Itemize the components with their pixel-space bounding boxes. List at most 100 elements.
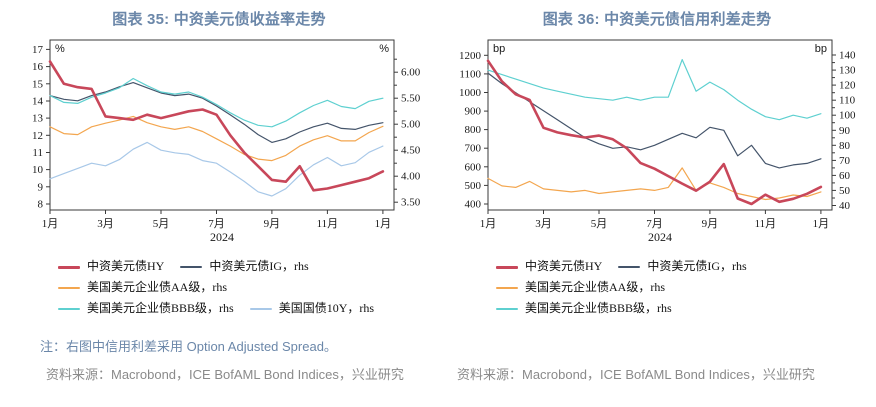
series-line-hy (486, 59, 823, 206)
svg-text:600: 600 (465, 161, 482, 173)
spread-chart-cell: 400 500 600 700 800 900 1000 1100 1200 40 50 60 70 80… (438, 34, 876, 250)
svg-text:17: 17 (32, 44, 44, 56)
svg-text:110: 110 (839, 95, 856, 107)
left-axis-unit: bp (493, 43, 505, 55)
svg-text:16: 16 (32, 61, 44, 73)
svg-text:120: 120 (839, 80, 856, 92)
svg-text:1月: 1月 (375, 218, 392, 230)
legend-item: 美国美元企业债AA级，rhs (496, 280, 665, 294)
svg-text:13: 13 (32, 113, 44, 125)
svg-text:500: 500 (465, 180, 482, 192)
legend-label: 美国国债10Y，rhs (278, 301, 375, 315)
legend-label: 中资美元债HY (87, 259, 165, 273)
left-axis-unit: % (55, 43, 65, 55)
legend-swatch-ust10y (249, 308, 272, 311)
x-axis-year-label: 2024 (210, 230, 234, 244)
series-line-aa (487, 167, 822, 201)
svg-text:60: 60 (839, 170, 851, 182)
svg-text:12: 12 (32, 130, 43, 142)
right-chart-title: 图表 36: 中资美元债信用利差走势 (542, 11, 772, 28)
legend-label: 美国美元企业债AA级，rhs (525, 280, 665, 294)
svg-text:140: 140 (839, 50, 856, 62)
svg-text:9月: 9月 (264, 218, 281, 230)
legend-swatch-bbb (496, 308, 518, 311)
left-source-line: 资料来源：Macrobond，ICE BofAML Bond Indices，兴… (46, 367, 404, 382)
legend-swatch-ig (618, 266, 641, 269)
legend-row: 中资美元债HY 中资美元债IG，rhs (58, 256, 438, 277)
legend-swatch-aa (496, 287, 518, 290)
legend-swatch-aa (58, 287, 80, 290)
series-line-ig (487, 72, 822, 169)
svg-text:90: 90 (839, 125, 851, 137)
plot-area: 8 9 10 11 12 13 14 15 16 17 3.50 4.00 4.50 5.00 5.50 6.… (32, 39, 421, 244)
svg-text:80: 80 (839, 140, 851, 152)
legend-label: 中资美元债IG，rhs (209, 259, 309, 273)
svg-text:7月: 7月 (208, 218, 225, 230)
legend-row: 美国美元企业债BBB级，rhs (496, 298, 876, 319)
svg-text:40: 40 (839, 200, 851, 212)
svg-text:1月: 1月 (42, 218, 59, 230)
legend-item: 美国美元企业债BBB级，rhs (496, 301, 672, 315)
svg-text:9月: 9月 (702, 218, 719, 230)
footnote: 注：右图中信用利差采用 Option Adjusted Spread。 (40, 339, 337, 354)
series-line-ig (49, 81, 384, 144)
svg-text:70: 70 (839, 155, 851, 167)
legend-row: 美国美元企业债AA级，rhs (496, 277, 876, 298)
spread-chart-svg: 400 500 600 700 800 900 1000 1100 1200 40 50 60 70 80… (459, 39, 856, 244)
svg-text:5.50: 5.50 (401, 93, 421, 105)
yield-chart-svg: 8 9 10 11 12 13 14 15 16 17 3.50 4.00 4.50 5.00 5.50 6.… (32, 39, 421, 244)
svg-text:7月: 7月 (646, 218, 663, 230)
legend-row: 美国美元企业债AA级，rhs (58, 277, 438, 298)
series-line-ust10y (49, 141, 384, 197)
legend-label: 美国美元企业债BBB级，rhs (87, 301, 234, 315)
svg-text:11月: 11月 (317, 218, 339, 230)
legend-swatch-hy (58, 265, 80, 269)
legend-row: 美国美元企业债BBB级，rhs 美国国债10Y，rhs (58, 298, 438, 319)
svg-text:5月: 5月 (591, 218, 608, 230)
svg-text:11: 11 (32, 147, 43, 159)
legend-swatch-bbb (58, 308, 80, 311)
svg-text:100: 100 (839, 110, 856, 122)
svg-text:800: 800 (465, 124, 482, 136)
legend-item: 中资美元债HY (496, 259, 602, 273)
svg-text:4.00: 4.00 (401, 171, 421, 183)
legend-item: 中资美元债IG，rhs (180, 259, 309, 273)
svg-text:900: 900 (465, 106, 482, 118)
series-line-bbb (49, 77, 384, 128)
right-axis-unit: bp (815, 43, 827, 55)
footnote-spacer (438, 328, 876, 354)
legend-row: 中资美元债HY 中资美元债IG，rhs (496, 256, 876, 277)
legend-swatch-hy (496, 265, 518, 269)
legend-swatch-ig (180, 266, 203, 269)
svg-text:400: 400 (465, 199, 482, 211)
right-source-line: 资料来源：Macrobond，ICE BofAML Bond Indices，兴… (457, 367, 815, 382)
svg-text:700: 700 (465, 143, 482, 155)
svg-text:50: 50 (839, 185, 851, 197)
svg-text:5.00: 5.00 (401, 119, 421, 131)
svg-text:10: 10 (32, 164, 44, 176)
yield-chart-legend: 中资美元债HY 中资美元债IG，rhs 美国美元企业债AA级，rhs 美国美元企业债B… (0, 250, 438, 328)
svg-text:15: 15 (32, 78, 44, 90)
series-line-bbb (487, 59, 822, 121)
svg-text:14: 14 (32, 96, 44, 108)
legend-item: 美国美元企业债BBB级，rhs (58, 301, 234, 315)
legend-item: 美国国债10Y，rhs (249, 301, 375, 315)
svg-text:1月: 1月 (480, 218, 497, 230)
right-axis-unit: % (379, 43, 389, 55)
yield-chart-cell: 8 9 10 11 12 13 14 15 16 17 3.50 4.00 4.50 5.00 5.50 6.… (0, 34, 438, 250)
svg-text:1200: 1200 (459, 50, 482, 62)
series-line-aa (49, 115, 384, 162)
svg-text:130: 130 (839, 65, 856, 77)
plot-area: 400 500 600 700 800 900 1000 1100 1200 40 50 60 70 80… (459, 39, 856, 244)
legend-label: 美国美元企业债AA级，rhs (87, 280, 227, 294)
svg-text:11月: 11月 (755, 218, 777, 230)
svg-text:1000: 1000 (459, 87, 482, 99)
x-axis-year-label: 2024 (648, 230, 672, 244)
svg-text:8: 8 (38, 199, 44, 211)
legend-label: 中资美元债IG，rhs (647, 259, 747, 273)
svg-text:9: 9 (38, 181, 44, 193)
svg-text:6.00: 6.00 (401, 67, 421, 79)
svg-text:1100: 1100 (459, 68, 481, 80)
svg-text:3.50: 3.50 (401, 197, 421, 209)
